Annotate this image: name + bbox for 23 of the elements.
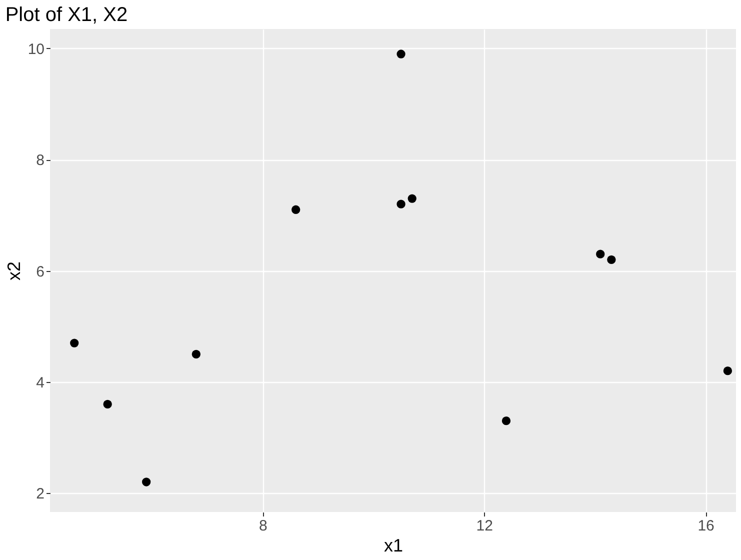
point (596, 250, 605, 258)
y-tick-label: 2 (36, 486, 44, 503)
point (408, 194, 416, 203)
point (723, 366, 732, 376)
y-tick-label: 8 (36, 152, 44, 170)
x-tick-label: 16 (698, 518, 714, 534)
y-tick-label: 4 (36, 374, 44, 392)
y-tick-label: 10 (28, 40, 44, 58)
point (142, 478, 151, 486)
y-axis-title: x2 (4, 261, 24, 281)
y-tick-label: 6 (36, 263, 44, 280)
point (607, 255, 616, 264)
x-tick-label: 12 (476, 518, 493, 534)
point (396, 50, 406, 58)
chart-title: Plot of X1, X2 (5, 4, 128, 26)
point (292, 205, 300, 214)
x-tick-label: 8 (258, 518, 268, 534)
point (502, 416, 511, 426)
x-axis-title: x1 (384, 536, 404, 556)
point (192, 350, 200, 358)
point (103, 400, 112, 408)
point (396, 200, 406, 208)
point (70, 338, 79, 348)
